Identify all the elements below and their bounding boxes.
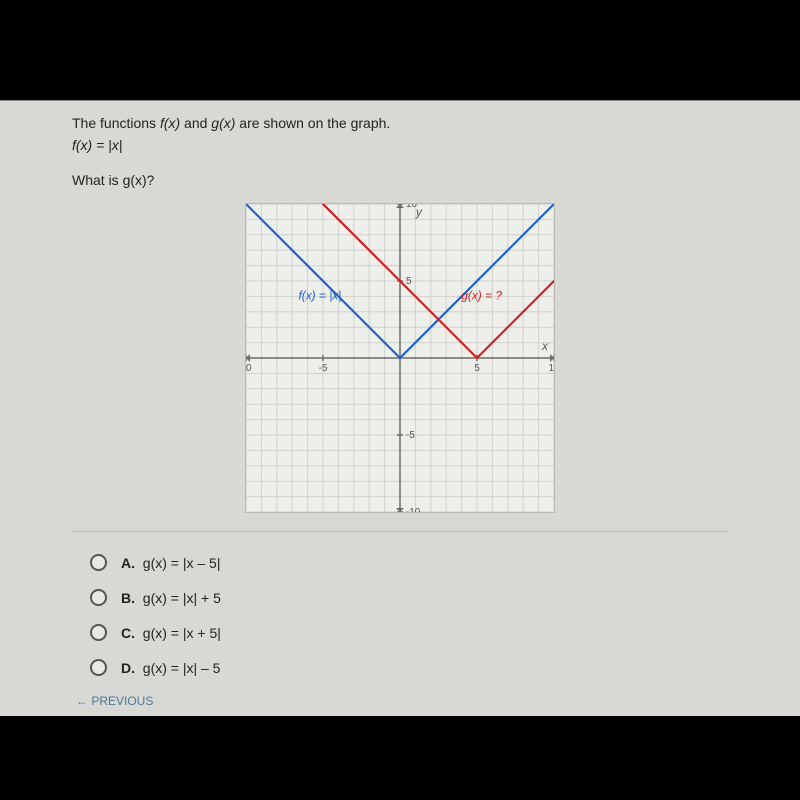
svg-text:f(x) = |x|: f(x) = |x| <box>298 288 341 302</box>
graph-svg: 10-5510105-5-10yxf(x) = |x|g(x) = ? <box>246 204 554 512</box>
q-prompt: What is g(x)? <box>72 172 154 188</box>
answer-text: g(x) = |x| – 5 <box>143 660 221 676</box>
answer-option-c[interactable]: C. g(x) = |x + 5| <box>90 624 728 641</box>
q-line1-post: are shown on the graph. <box>235 115 390 131</box>
graph: 10-5510105-5-10yxf(x) = |x|g(x) = ? <box>245 203 555 513</box>
answer-list: A. g(x) = |x – 5| B. g(x) = |x| + 5 C. g… <box>72 532 728 676</box>
radio-icon[interactable] <box>90 554 107 571</box>
answer-letter: D. <box>121 660 135 676</box>
q-line2: f(x) = |x| <box>72 137 122 153</box>
svg-text:-5: -5 <box>319 363 328 374</box>
q-line1-f: f(x) <box>160 115 180 131</box>
previous-link[interactable]: ← PREVIOUS <box>72 694 728 708</box>
answer-option-d[interactable]: D. g(x) = |x| – 5 <box>90 659 728 676</box>
answer-text: g(x) = |x| + 5 <box>143 590 221 606</box>
svg-text:-5: -5 <box>406 430 415 441</box>
answer-text: g(x) = |x + 5| <box>143 625 221 641</box>
svg-text:g(x) = ?: g(x) = ? <box>461 288 502 302</box>
question-text: The functions f(x) and g(x) are shown on… <box>72 113 728 191</box>
answer-letter: A. <box>121 555 135 571</box>
q-line1-pre: The functions <box>72 115 160 131</box>
svg-text:10: 10 <box>548 363 554 374</box>
answer-text: g(x) = |x – 5| <box>143 555 221 571</box>
radio-icon[interactable] <box>90 589 107 606</box>
answer-option-b[interactable]: B. g(x) = |x| + 5 <box>90 589 728 606</box>
radio-icon[interactable] <box>90 624 107 641</box>
top-letterbox <box>0 0 800 100</box>
radio-icon[interactable] <box>90 659 107 676</box>
answer-option-a[interactable]: A. g(x) = |x – 5| <box>90 554 728 571</box>
question-panel: The functions f(x) and g(x) are shown on… <box>0 100 800 716</box>
svg-text:10: 10 <box>246 363 252 374</box>
svg-text:5: 5 <box>474 363 480 374</box>
svg-text:y: y <box>415 205 423 219</box>
answer-letter: B. <box>121 590 135 606</box>
svg-text:x: x <box>541 339 549 353</box>
q-line1-g: g(x) <box>211 115 235 131</box>
svg-text:5: 5 <box>406 276 412 287</box>
svg-text:-10: -10 <box>406 507 421 512</box>
answer-letter: C. <box>121 625 135 641</box>
q-line1-mid: and <box>180 115 211 131</box>
